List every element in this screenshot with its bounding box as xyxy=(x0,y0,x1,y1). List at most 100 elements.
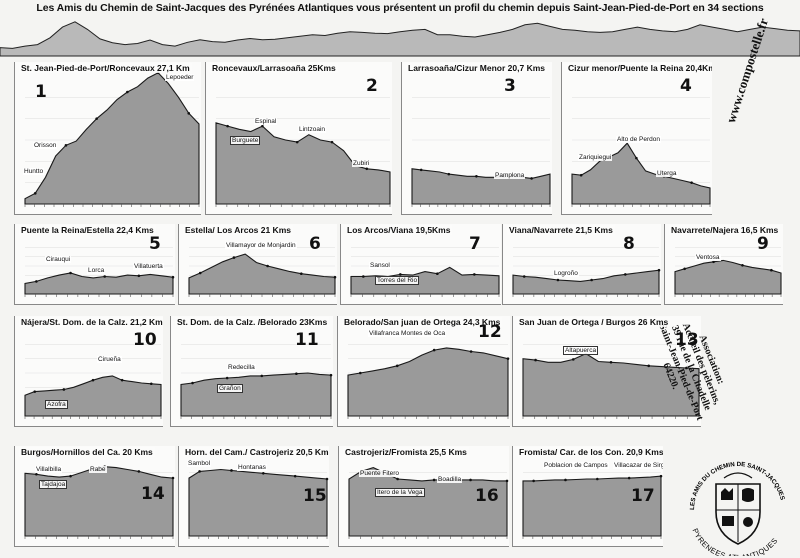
elevation-chart xyxy=(674,247,782,297)
waypoint-dot xyxy=(396,477,399,481)
section-number: 17 xyxy=(631,486,655,506)
waypoint-dot xyxy=(447,172,451,176)
waypoint-dot xyxy=(556,278,560,282)
place-label: Villafranca Montes de Oca xyxy=(368,330,447,337)
elevation-chart xyxy=(188,247,337,297)
place-label: Puente Fitero xyxy=(359,470,401,477)
waypoint-dot xyxy=(432,348,436,352)
elevation-area xyxy=(350,266,500,295)
profile-panel: Horn. del Cam./ Castrojeriz 20,5 Kms 15 Sa… xyxy=(178,446,329,547)
elevation-chart xyxy=(522,344,700,419)
waypoint-dot xyxy=(522,275,526,278)
waypoint-dot xyxy=(333,275,337,279)
place-label: Cirauqui xyxy=(45,256,72,263)
elevation-chart xyxy=(188,468,329,539)
section-title: Estella/ Los Arcos 21 Kms xyxy=(183,225,293,235)
waypoint-dot xyxy=(226,124,229,128)
place-label: Lorca xyxy=(87,267,106,274)
waypoint-dot xyxy=(659,474,663,478)
association-logo: LES AMIS DU CHEMIN DE SAINT-JACQUES PYRE… xyxy=(689,461,786,556)
waypoint-dot xyxy=(187,112,191,115)
elevation-area xyxy=(571,142,711,205)
profile-panel: Larrasoaña/Cizur Menor 20,7 Kms 3 Pamplona xyxy=(401,62,552,215)
elevation-chart xyxy=(180,344,333,419)
section-title: Burgos/Hornillos del Ca. 20 Kms xyxy=(19,447,155,457)
place-label: Tajdajoa xyxy=(39,480,68,489)
waypoint-dot xyxy=(230,469,233,472)
waypoint-dot xyxy=(262,472,265,475)
place-label: Villalbilla xyxy=(35,466,63,473)
section-title: St. Jean-Pied-de-Port/Roncevaux 27,1 Km xyxy=(19,63,192,73)
waypoint-dot xyxy=(120,378,124,382)
elevation-chart xyxy=(24,71,200,207)
section-number: 15 xyxy=(303,486,327,506)
place-label: Logroño xyxy=(553,270,579,277)
elevation-area xyxy=(24,272,174,295)
elevation-chart xyxy=(350,247,500,297)
place-label: Pamplona xyxy=(494,172,526,179)
waypoint-dot xyxy=(436,272,439,275)
profile-panel: Viana/Navarrete 21,5 Kms 8 Logroño xyxy=(502,224,661,305)
waypoint-dot xyxy=(33,390,37,393)
elevation-area xyxy=(347,347,509,417)
section-title: Fromista/ Car. de los Con. 20,9 Kms xyxy=(517,447,663,457)
waypoint-dot xyxy=(530,177,533,180)
waypoint-dot xyxy=(712,260,715,264)
waypoint-dot xyxy=(300,272,303,275)
section-number: 7 xyxy=(469,234,481,254)
elevation-chart xyxy=(411,97,551,207)
waypoint-dot xyxy=(91,378,95,382)
elevation-area xyxy=(411,168,551,205)
waypoint-dot xyxy=(35,280,38,283)
waypoint-dot xyxy=(590,278,593,282)
profile-panel: Cizur menor/Puente la Reina 20,4Kms 4 Alto… xyxy=(561,62,712,215)
place-label: Redecilla xyxy=(227,364,256,371)
waypoint-dot xyxy=(647,364,651,368)
logo-ring-top: LES AMIS DU CHEMIN DE SAINT-JACQUES xyxy=(689,461,786,510)
section-title: Roncevaux/Larrasoaña 25Kms xyxy=(210,63,338,73)
waypoint-dot xyxy=(171,275,175,279)
section-number: 6 xyxy=(309,234,321,254)
waypoint-dot xyxy=(293,474,297,478)
place-label: Azofra xyxy=(45,400,68,409)
section-title: St. Dom. de la Calz. /Belorado 23Kms xyxy=(175,317,330,327)
waypoint-dot xyxy=(690,181,693,184)
waypoint-dot xyxy=(260,374,264,378)
section-number: 4 xyxy=(680,76,692,96)
shield-icon xyxy=(715,483,761,545)
section-number: 5 xyxy=(149,234,161,254)
waypoint-dot xyxy=(770,268,773,272)
section-number: 1 xyxy=(35,82,47,102)
waypoint-dot xyxy=(33,192,37,195)
waypoint-dot xyxy=(469,478,472,482)
waypoint-dot xyxy=(395,364,399,368)
waypoint-dot xyxy=(627,476,631,480)
place-label: Itero de la Vega xyxy=(375,488,425,497)
section-number: 9 xyxy=(757,234,769,254)
logo-ring-bottom: PYRENEES ATLANTIQUES xyxy=(690,527,779,556)
waypoint-dot xyxy=(35,472,38,476)
place-label: Hontanas xyxy=(237,464,267,471)
section-number: 13 xyxy=(675,330,699,350)
section-number: 11 xyxy=(295,330,319,350)
place-label: Zubiri xyxy=(352,160,371,167)
waypoint-dot xyxy=(564,478,567,482)
section-title: Larrasoaña/Cizur Menor 20,7 Kms xyxy=(406,63,547,73)
profile-panel: St. Jean-Pied-de-Port/Roncevaux 27,1 Km 1… xyxy=(14,62,201,215)
elevation-area xyxy=(512,269,660,295)
waypoint-dot xyxy=(149,382,153,386)
section-title: Cizur menor/Puente la Reina 20,4Kms xyxy=(566,63,712,73)
profile-panel: St. Dom. de la Calz. /Belorado 23Kms 11 Re… xyxy=(170,316,333,427)
waypoint-dot xyxy=(69,474,72,478)
place-label: Villacazar de Sirga xyxy=(613,462,663,469)
waypoint-dot xyxy=(64,144,68,147)
elevation-chart xyxy=(348,467,509,539)
elevation-area xyxy=(24,72,200,205)
place-label: Burguete xyxy=(230,136,261,145)
section-title: Belorado/San juan de Ortega 24,3 Kms xyxy=(342,317,503,327)
waypoint-dot xyxy=(579,173,583,177)
place-label: Villamayor de Monjardin xyxy=(225,242,297,249)
place-label: Sansol xyxy=(369,262,391,269)
waypoint-dot xyxy=(191,381,194,385)
page-title: Les Amis du Chemin de Saint-Jacques des … xyxy=(36,2,764,14)
